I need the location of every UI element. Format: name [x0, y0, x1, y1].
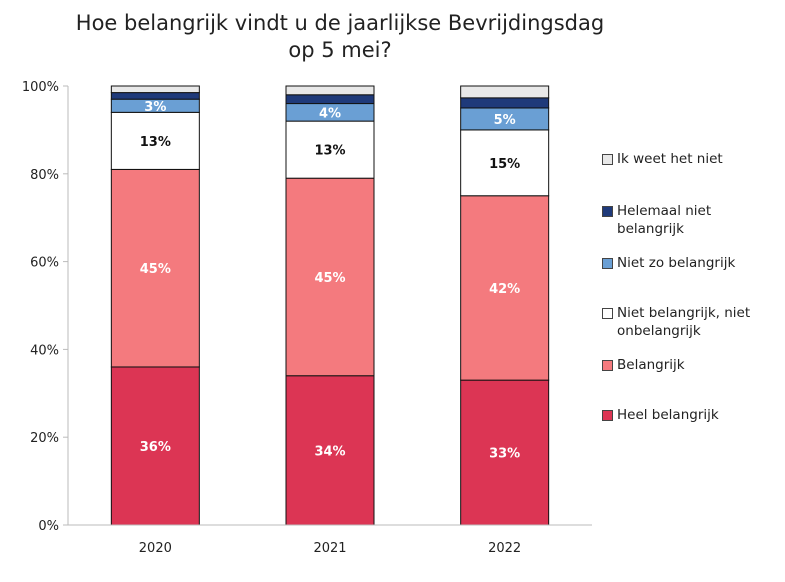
data-label: 3%	[144, 100, 166, 115]
data-label: 5%	[494, 113, 516, 128]
data-label: 33%	[489, 447, 520, 462]
chart-title-line-2: op 5 mei?	[288, 38, 392, 62]
legend-label: Helemaal niet belangrijk	[617, 203, 712, 237]
legend-label: Ik weet het niet	[617, 151, 723, 167]
bar-segment	[285, 120, 375, 179]
data-label: 34%	[314, 444, 345, 459]
bar-segment	[460, 85, 550, 99]
data-label: 13%	[314, 144, 345, 159]
data-label: 13%	[140, 135, 171, 150]
y-tick-label: 60%	[30, 256, 59, 271]
bar-segment	[285, 177, 375, 377]
data-label: 36%	[140, 440, 171, 455]
bar-segment	[460, 379, 550, 526]
legend-swatch	[602, 308, 613, 319]
legend-label: Niet zo belangrijk	[617, 255, 736, 271]
data-label: 45%	[140, 262, 171, 277]
data-label: 42%	[489, 282, 520, 297]
data-label: 15%	[489, 157, 520, 172]
bar-segment	[110, 168, 200, 368]
bar-segment	[460, 129, 550, 197]
y-tick-label: 20%	[30, 431, 59, 446]
legend-item: Niet belangrijk, niet onbelangrijk	[602, 304, 777, 340]
bar-segment	[285, 94, 375, 105]
x-tick-label: 2021	[313, 541, 346, 556]
y-tick-label: 80%	[30, 168, 59, 183]
bar-segment	[460, 97, 550, 109]
bar-segment	[110, 92, 200, 100]
x-tick-label: 2020	[139, 541, 172, 556]
legend-label: Belangrijk	[617, 357, 685, 373]
bar-segment	[110, 366, 200, 526]
x-tick-label: 2022	[488, 541, 521, 556]
data-label: 4%	[319, 106, 341, 121]
legend-swatch	[602, 258, 613, 269]
legend-item: Belangrijk	[602, 356, 777, 374]
bar-segment	[285, 375, 375, 526]
legend-swatch	[602, 410, 613, 421]
y-tick-label: 40%	[30, 343, 59, 358]
legend-swatch	[602, 154, 613, 165]
legend-swatch	[602, 360, 613, 371]
bar-segment	[285, 85, 375, 96]
bar-segment	[460, 195, 550, 381]
legend-label: Heel belangrijk	[617, 407, 719, 423]
legend-item: Niet zo belangrijk	[602, 254, 777, 272]
chart-title-line-1: Hoe belangrijk vindt u de jaarlijkse Bev…	[75, 11, 605, 35]
y-tick-label: 100%	[22, 80, 59, 95]
legend-item: Helemaal niet belangrijk	[602, 202, 777, 238]
bar-segment	[110, 111, 200, 170]
bar-segment	[110, 85, 200, 94]
legend-item: Ik weet het niet	[602, 150, 777, 168]
legend-item: Heel belangrijk	[602, 406, 777, 424]
data-label: 45%	[314, 271, 345, 286]
y-tick-label: 0%	[38, 519, 59, 534]
legend-swatch	[602, 206, 613, 217]
legend-label: Niet belangrijk, niet onbelangrijk	[617, 305, 751, 339]
